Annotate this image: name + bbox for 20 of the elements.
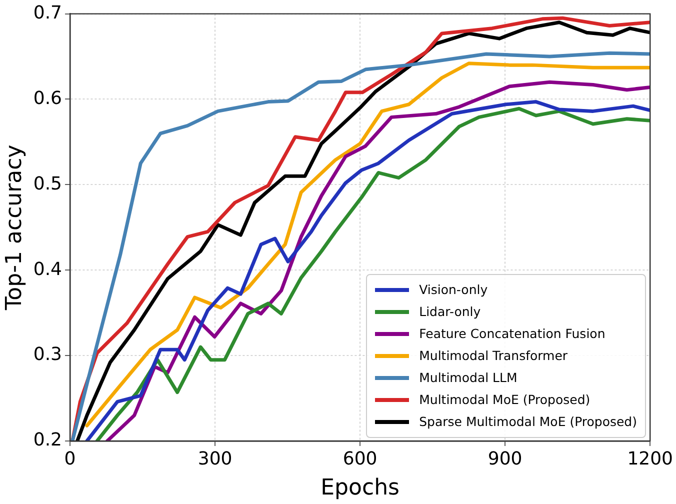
x-tick-label: 1200 [627,448,673,470]
x-tick-label: 900 [488,448,522,470]
y-tick-label: 0.3 [33,344,62,366]
y-tick-label: 0.4 [33,258,62,280]
x-tick-label: 300 [198,448,232,470]
y-tick-label: 0.7 [33,2,62,24]
y-axis-title: Top-1 accuracy [2,144,27,312]
x-axis-title: Epochs [320,476,400,501]
legend-label: Feature Concatenation Fusion [419,325,606,343]
legend-label: Vision-only [419,281,488,299]
legend-label: Multimodal Transformer [419,347,568,365]
legend-label: Sparse Multimodal MoE (Proposed) [419,413,637,431]
y-tick-label: 0.5 [33,173,62,194]
x-tick-label: 600 [342,448,378,470]
x-tick-label: 0 [64,448,76,470]
legend-label: Multimodal LLM [419,369,518,387]
y-tick-label: 0.2 [33,430,62,451]
y-tick-label: 0.6 [33,88,62,109]
legend-label: Multimodal MoE (Proposed) [419,391,590,409]
legend-label: Lidar-only [419,303,481,321]
